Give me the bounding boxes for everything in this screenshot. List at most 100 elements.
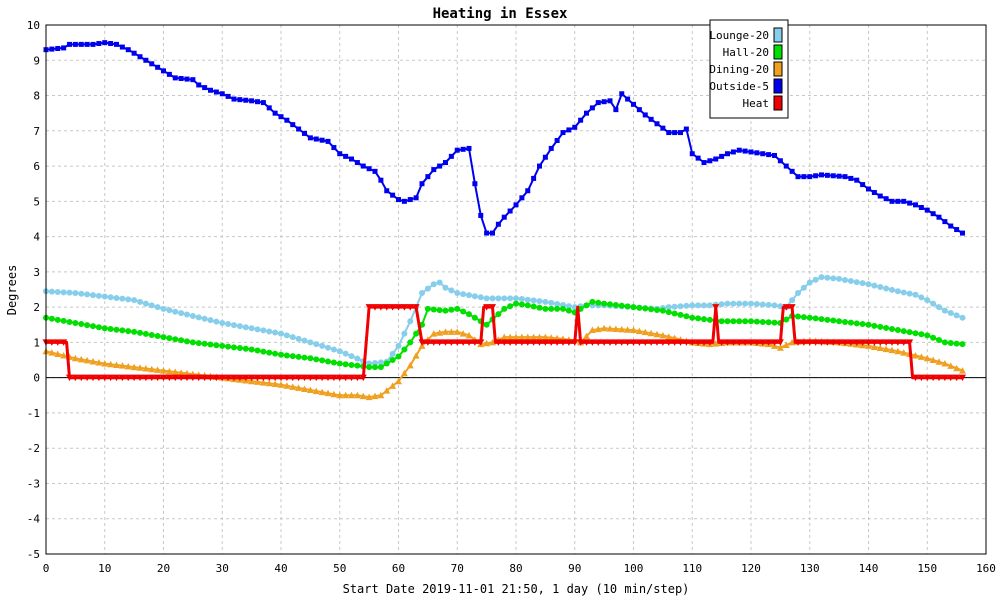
data-point-dining-20 [318,388,326,396]
data-point-heat [894,339,902,346]
data-point-outside-5 [537,163,542,169]
data-point-hall-20 [847,319,854,326]
data-point-hall-20 [354,362,361,369]
data-point-heat [700,339,708,346]
data-point-outside-5 [284,117,290,123]
data-point-hall-20 [377,364,384,371]
data-point-heat [453,339,461,346]
data-point-heat [935,374,943,382]
x-tick-label: 150 [917,562,937,575]
y-tick-label: 6 [33,160,40,173]
data-point-dining-20 [124,362,132,370]
data-point-heat [741,339,749,346]
data-point-hall-20 [101,325,108,332]
data-point-lounge-20 [113,294,120,301]
data-point-dining-20 [600,324,608,332]
data-point-heat [788,304,796,311]
data-point-dining-20 [459,330,467,337]
data-point-dining-20 [618,325,626,333]
data-point-outside-5 [478,212,484,218]
data-point-dining-20 [60,351,68,359]
data-point-outside-5 [589,105,595,111]
data-point-hall-20 [524,302,531,309]
data-point-outside-5 [695,155,701,161]
data-point-hall-20 [430,306,437,313]
data-point-hall-20 [783,316,790,323]
data-point-hall-20 [278,351,284,358]
data-point-outside-5 [960,230,965,236]
data-point-outside-5 [237,97,243,103]
y-tick-label: -5 [27,548,40,561]
data-point-heat [959,374,966,382]
data-point-lounge-20 [231,322,237,329]
data-point-heat [130,374,138,382]
data-point-lounge-20 [477,294,484,301]
legend: Lounge-20 Hall-20 Dining-20 Outside-5 Heat [709,19,789,119]
data-point-lounge-20 [201,315,208,322]
data-point-lounge-20 [283,332,290,339]
data-point-heat [494,339,502,346]
data-point-hall-20 [301,354,308,361]
data-point-outside-5 [760,151,766,157]
data-point-outside-5 [542,154,548,160]
data-point-dining-20 [171,368,179,376]
data-point-heat [118,374,126,382]
data-point-heat [89,374,97,382]
data-point-dining-20 [606,325,614,332]
data-point-heat [312,374,320,382]
data-point-hall-20 [654,306,660,313]
data-point-lounge-20 [824,274,831,281]
data-point-outside-5 [114,41,119,47]
data-point-dining-20 [160,367,167,374]
data-point-outside-5 [407,197,413,203]
data-point-heat [148,374,156,382]
data-point-lounge-20 [548,299,555,306]
data-point-lounge-20 [395,342,402,349]
data-point-outside-5 [96,41,102,47]
data-point-hall-20 [806,314,813,321]
data-point-dining-20 [876,344,884,352]
data-point-outside-5 [942,219,948,225]
data-point-outside-5 [948,223,954,229]
data-point-heat [641,339,649,346]
data-point-heat [588,339,596,346]
data-point-hall-20 [612,302,619,309]
data-point-hall-20 [283,352,290,359]
data-point-heat [306,374,314,382]
x-tick-label: 60 [392,562,405,575]
data-point-heat [747,339,755,346]
data-point-heat [465,339,473,346]
data-point-outside-5 [554,137,560,143]
data-point-lounge-20 [812,276,819,283]
data-point-outside-5 [202,85,208,91]
data-point-hall-20 [941,339,948,346]
data-point-hall-20 [60,317,67,324]
data-point-heat [447,339,455,346]
data-point-outside-5 [401,198,407,204]
data-point-hall-20 [507,303,514,310]
data-point-lounge-20 [107,294,114,301]
data-point-outside-5 [830,173,836,179]
data-point-lounge-20 [213,318,220,325]
data-point-outside-5 [772,152,777,158]
data-point-hall-20 [442,307,449,314]
data-point-heat [941,374,949,382]
data-point-outside-5 [584,110,589,116]
data-point-heat [142,374,150,382]
data-point-outside-5 [901,198,907,204]
data-point-hall-20 [207,341,214,348]
data-point-heat [330,374,338,382]
data-point-outside-5 [636,107,642,113]
data-point-hall-20 [254,347,261,354]
data-point-hall-20 [718,318,725,325]
data-point-lounge-20 [900,289,907,296]
data-point-heat [406,304,414,311]
data-point-outside-5 [125,47,131,53]
data-point-heat [618,339,626,346]
data-point-hall-20 [853,320,860,327]
data-point-dining-20 [118,362,126,369]
data-point-lounge-20 [95,292,102,299]
data-point-dining-20 [324,389,332,397]
data-point-hall-20 [683,313,690,320]
data-point-heat [77,374,85,382]
